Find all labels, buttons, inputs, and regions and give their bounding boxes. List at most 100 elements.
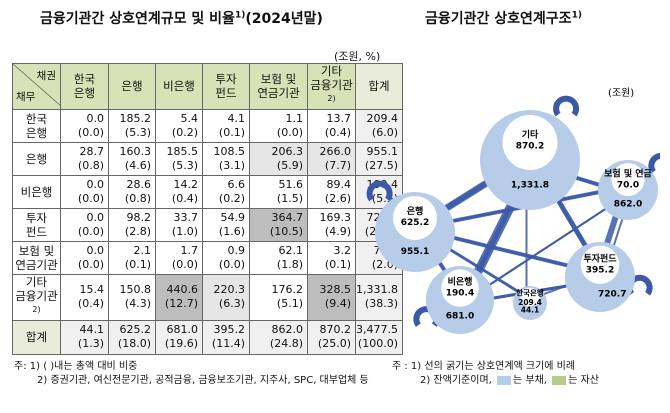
cell-ratio: (1.5) [276, 191, 303, 205]
row-header: 투자 펀드 [12, 207, 61, 242]
cell-value: 185.5 [166, 144, 199, 158]
cell-ratio: (2.8) [124, 224, 151, 238]
node-liability: 862.0 [614, 200, 642, 210]
cell-value: 3,477.5 [356, 323, 398, 337]
cell-value: 1.7 [180, 243, 199, 257]
node-liability: 955.1 [401, 247, 429, 257]
cell-value: 5.4 [180, 111, 199, 125]
cell-value: 206.3 [271, 144, 304, 158]
col-header-0: 한국 은행 [60, 63, 109, 110]
cell-value: 862.0 [271, 323, 304, 337]
cell-ratio: (24.8) [269, 337, 303, 351]
table-corner: 채권 채무 [12, 63, 61, 110]
table-cell: 98.2 (2.8) [108, 207, 156, 242]
col-header-1: 은행 [108, 63, 156, 110]
row-header: 한국 은행 [12, 108, 61, 143]
cell-value: 0.0 [86, 111, 105, 125]
cell-value: 266.0 [319, 144, 352, 158]
self-loop-edge [366, 180, 393, 202]
table-cell: 176.2 (5.1) [249, 273, 308, 321]
cell-value: 1,331.8 [356, 283, 398, 297]
node-inner [520, 287, 540, 307]
table-row: 보험 및 연금기관 0.0 (0.0) 2.1 (0.1) 1.7 (0.0) 0.9 (0.0)… [12, 240, 403, 275]
node-inner [441, 269, 479, 307]
note-1: 주: 1) ( )내는 총액 대비 비중 [14, 361, 138, 372]
cell-value: 98.2 [126, 210, 152, 224]
cell-value: 185.2 [119, 111, 152, 125]
cell-value: 169.3 [319, 210, 352, 224]
cell-ratio: (0.1) [124, 257, 151, 271]
table-cell: 160.3 (4.6) [108, 141, 156, 176]
cell-value: 28.7 [79, 144, 105, 158]
col-header-6: 합계 [355, 63, 403, 110]
interconnection-table: 채권 채무 한국 은행 은행 비은행 투자 펀드 보험 및 연금기관 기타 금융기관2) 합계 한국… [12, 63, 403, 355]
cell-value: 4.1 [227, 111, 246, 125]
diagram-note-2c: 는 자산 [568, 375, 599, 386]
table-cell: 955.1 (27.5) [355, 141, 403, 176]
table-cell: 54.9 (1.6) [202, 207, 250, 242]
row-header: 비은행 [12, 174, 61, 209]
cell-ratio: (38.3) [364, 297, 398, 311]
cell-ratio: (5.1) [276, 297, 303, 311]
cell-ratio: (12.7) [164, 297, 198, 311]
cell-ratio: (27.5) [364, 158, 398, 172]
cell-value: 364.7 [271, 210, 304, 224]
cell-value: 33.7 [173, 210, 199, 224]
table-cell: 1.1 (0.0) [249, 108, 308, 143]
cell-ratio: (0.8) [77, 158, 104, 172]
cell-ratio: (0.4) [77, 297, 104, 311]
cell-value: 209.4 [366, 111, 399, 125]
node-liability: 1,331.8 [511, 181, 549, 191]
table-row: 투자 펀드 0.0 (0.0) 98.2 (2.8) 33.7 (1.0) 54.9 (1.6) 3… [12, 207, 403, 242]
table-cell: 0.0 (0.0) [60, 207, 109, 242]
cell-ratio: (5.3) [171, 158, 198, 172]
cell-value: 6.6 [227, 177, 246, 191]
cell-value: 14.2 [173, 177, 199, 191]
cell-value: 62.1 [278, 243, 304, 257]
table-cell: 2.1 (0.1) [108, 240, 156, 275]
diagram-note-2b: 는 부채, [513, 375, 547, 386]
row-header: 합계 [12, 319, 61, 355]
table-cell: 0.9 (0.0) [202, 240, 250, 275]
node-liability: 44.1 [521, 305, 540, 314]
cell-ratio: (10.5) [269, 224, 303, 238]
diagram-title: 금융기관간 상호연계구조1) [425, 10, 582, 27]
node-liability: 720.7 [598, 289, 626, 299]
cell-ratio: (0.0) [171, 257, 198, 271]
cell-ratio: (1.0) [171, 224, 198, 238]
table-cell: 1.7 (0.0) [155, 240, 203, 275]
cell-value: 89.4 [326, 177, 352, 191]
cell-ratio: (0.0) [77, 191, 104, 205]
cell-value: 3.2 [333, 243, 352, 257]
table-cell: 266.0 (7.7) [307, 141, 356, 176]
table-cell: 625.2 (18.0) [108, 319, 156, 355]
cell-value: 1.1 [285, 111, 304, 125]
cell-ratio: (4.3) [124, 297, 151, 311]
cell-value: 625.2 [119, 323, 152, 337]
cell-value: 870.2 [319, 323, 352, 337]
table-row: 은행 28.7 (0.8) 160.3 (4.6) 185.5 (5.3) 108.5 (3.1… [12, 141, 403, 176]
table-cell: 28.7 (0.8) [60, 141, 109, 176]
cell-ratio: (0.8) [124, 191, 151, 205]
node-inner [580, 245, 620, 284]
table-cell: 870.2 (25.0) [307, 319, 356, 355]
cell-ratio: (1.8) [276, 257, 303, 271]
table-cell: 33.7 (1.0) [155, 207, 203, 242]
self-loop-edge [553, 95, 579, 117]
table-cell: 3,477.5 (100.0) [355, 319, 403, 355]
cell-ratio: (3.1) [218, 158, 245, 172]
table-cell: 108.5 (3.1) [202, 141, 250, 176]
cell-ratio: (4.9) [324, 224, 351, 238]
cell-value: 681.0 [166, 323, 199, 337]
row-header: 기타 금융기관2) [12, 273, 61, 321]
corner-creditor: 채권 [36, 70, 56, 82]
node-inner [611, 163, 645, 196]
cell-ratio: (0.0) [276, 125, 303, 139]
cell-ratio: (0.2) [171, 125, 198, 139]
cell-value: 955.1 [366, 144, 399, 158]
self-loop-edge [648, 152, 660, 174]
asset-swatch [552, 375, 567, 385]
col-header-4: 보험 및 연금기관 [249, 63, 308, 110]
